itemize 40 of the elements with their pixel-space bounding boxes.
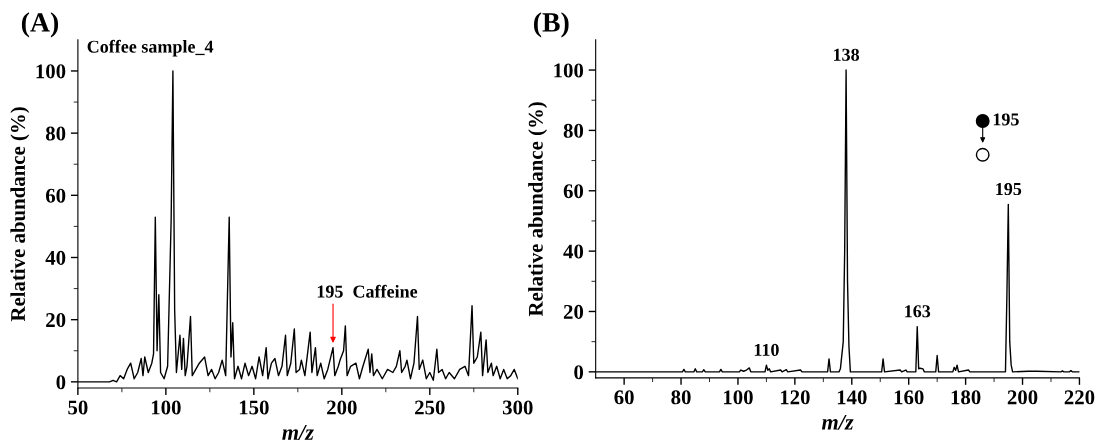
- x-tick-label: 100: [724, 390, 753, 405]
- x-tick-label: 180: [951, 390, 981, 405]
- x-tick-label: 120: [780, 390, 810, 405]
- y-tick-label: 0: [56, 375, 66, 390]
- x-tick-label: 200: [1007, 390, 1038, 405]
- annotation: 163: [905, 305, 931, 318]
- x-tick-label: 100: [151, 400, 181, 415]
- y-tick-label: 20: [46, 313, 66, 328]
- y-tick-label: 100: [554, 63, 584, 78]
- x-tick-label: 80: [671, 390, 691, 405]
- y-axis-title: Relative abundance (%): [528, 102, 548, 317]
- x-tick-label: 140: [837, 390, 867, 405]
- y-tick-label: 40: [45, 250, 66, 265]
- x-tick-label: 300: [502, 400, 533, 415]
- x-axis-title: m/z: [821, 414, 854, 430]
- y-tick-label: 20: [563, 304, 584, 319]
- x-tick-label: 60: [614, 390, 634, 405]
- annotation: 195: [996, 182, 1022, 196]
- annotation: 138: [834, 48, 860, 61]
- y-tick-label: 100: [36, 64, 66, 79]
- x-tick-label: 50: [68, 400, 88, 415]
- y-axis-title: Relative abundance (%): [10, 107, 30, 322]
- y-tick-label: 80: [563, 123, 584, 138]
- y-tick-label: 40: [563, 244, 584, 259]
- x-tick-label: 250: [415, 400, 445, 415]
- chart-title: (B): [534, 12, 569, 38]
- annotation: Coffee sample_4: [87, 39, 214, 57]
- y-tick-label: 0: [574, 365, 584, 380]
- annotation: 110: [754, 343, 779, 356]
- y-tick-label: 80: [45, 126, 66, 141]
- y-tick-label: 60: [563, 184, 584, 199]
- x-tick-label: 160: [894, 390, 924, 405]
- x-tick-label: 150: [239, 400, 269, 415]
- x-tick-label: 200: [327, 400, 357, 415]
- chart-title: (A): [21, 12, 59, 38]
- x-tick-label: 220: [1064, 390, 1095, 405]
- x-axis-title: m/z: [282, 425, 314, 440]
- y-tick-label: 60: [45, 188, 66, 203]
- annotation: 195: [993, 113, 1019, 126]
- annotation: 195 Caffeine: [317, 284, 418, 298]
